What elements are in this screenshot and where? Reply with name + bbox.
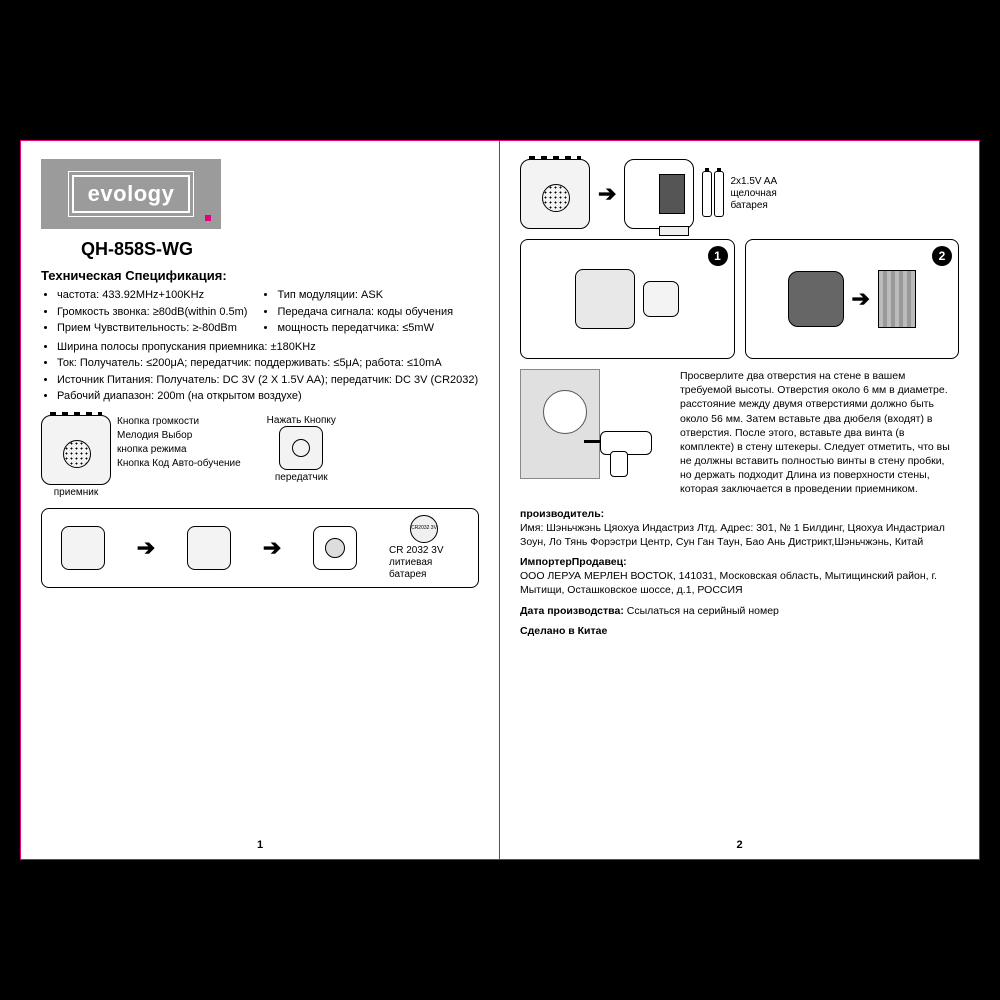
battery-slot-icon <box>325 538 345 558</box>
drill-diagram <box>520 369 670 489</box>
manufacturer-heading: производитель: <box>520 508 604 520</box>
battery-cover-icon <box>659 226 689 236</box>
coin-battery-icon: CR2032 3V <box>410 515 438 543</box>
receiver-caption: приемник <box>54 487 98 498</box>
page-2: ➔ 2x1.5V AA щелочная батарея 1 2 ➔ <box>500 140 980 860</box>
spec-list-left: частота: 433.92MHz+100KHz Громкость звон… <box>41 287 247 337</box>
spec-item: Громкость звонка: ≥80dB(within 0.5m) <box>57 304 247 321</box>
transmitter-icon <box>279 426 323 470</box>
transmitter-closed-icon <box>61 526 105 570</box>
transmitter-open-icon <box>313 526 357 570</box>
arrow-icon: ➔ <box>598 181 616 207</box>
step-1: 1 <box>520 239 735 359</box>
drill-instructions: Просверлите два отверстия на стене в ваш… <box>520 369 959 497</box>
wall-mount-icon <box>878 270 916 328</box>
step-number-icon: 1 <box>708 246 728 266</box>
page-number: 2 <box>500 839 979 851</box>
melody-label: Мелодия Выбор <box>117 429 241 443</box>
spec-heading: Техническая Спецификация: <box>41 268 479 283</box>
date-heading: Дата производства: <box>520 605 624 617</box>
drill-icon <box>600 431 670 477</box>
spec-item: частота: 433.92MHz+100KHz <box>57 287 247 304</box>
mode-label: кнопка режима <box>117 443 241 457</box>
importer-block: ИмпортерПродавец: ООО ЛЕРУА МЕРЛЕН ВОСТО… <box>520 555 959 598</box>
importer-heading: ИмпортерПродавец: <box>520 556 627 568</box>
battery-compartment-icon <box>659 174 685 214</box>
transmitter-block: Нажать Кнопку передатчик <box>267 415 336 483</box>
manufacturer-text: Имя: Шэньчжэнь Цяохуа Индастриз Лтд. Адр… <box>520 522 945 548</box>
transmitter-small-icon <box>643 281 679 317</box>
spec-item: Ширина полосы пропускания приемника: ±18… <box>57 339 479 356</box>
button-icon <box>292 439 310 457</box>
cr-battery-label: CR 2032 3V литиевая батарея <box>389 545 459 581</box>
importer-text: ООО ЛЕРУА МЕРЛЕН ВОСТОК, 141031, Московс… <box>520 570 937 596</box>
made-in: Сделано в Китае <box>520 624 959 638</box>
mount-hole-icon <box>543 390 587 434</box>
spec-list-right: Тип модуляции: ASK Передача сигнала: код… <box>261 287 453 337</box>
made-in-text: Сделано в Китае <box>520 625 607 637</box>
brand-logo: evology <box>41 159 221 229</box>
press-label: Нажать Кнопку <box>267 415 336 426</box>
aa-label: 2x1.5V AA щелочная батарея <box>730 176 800 212</box>
receiver-front-icon <box>520 159 590 229</box>
spec-item: Прием Чувствительность: ≥-80dBm <box>57 320 247 337</box>
page-number: 1 <box>21 839 499 851</box>
mounting-steps: 1 2 ➔ <box>520 239 959 359</box>
spec-item: Источник Питания: Получатель: DC 3V (2 X… <box>57 372 479 389</box>
receiver-icon <box>41 415 111 485</box>
transmitter-caption: передатчик <box>275 472 328 483</box>
spec-item: Передача сигнала: коды обучения <box>277 304 453 321</box>
model-number: QH-858S-WG <box>81 239 479 260</box>
cr2032-diagram: ➔ ➔ CR2032 3V CR 2032 3V литиевая батаре… <box>41 508 479 588</box>
manual-sheet: evology QH-858S-WG Техническая Специфика… <box>20 140 980 860</box>
volume-label: Кнопка громкости <box>117 415 241 429</box>
transmitter-opening-icon <box>187 526 231 570</box>
mount-plate-icon <box>575 269 635 329</box>
date-text: Ссылаться на серийный номер <box>627 605 779 617</box>
spec-item: Рабочий диапазон: 200m (на открытом возд… <box>57 388 479 405</box>
manufacturer-block: производитель: Имя: Шэньчжэнь Цяохуа Инд… <box>520 507 959 550</box>
date-block: Дата производства: Ссылаться на серийный… <box>520 604 959 618</box>
arrow-icon: ➔ <box>852 286 870 312</box>
spec-item: Тип модуляции: ASK <box>277 287 453 304</box>
spec-list-full: Ширина полосы пропускания приемника: ±18… <box>41 339 479 405</box>
arrow-icon: ➔ <box>137 535 155 561</box>
page-1: evology QH-858S-WG Техническая Специфика… <box>20 140 500 860</box>
brand-text: evology <box>72 175 191 213</box>
aa-battery-diagram: ➔ 2x1.5V AA щелочная батарея <box>520 159 959 229</box>
learn-label: Кнопка Код Авто-обучение <box>117 457 241 471</box>
drill-text: Просверлите два отверстия на стене в ваш… <box>680 369 959 497</box>
spec-item: мощность передатчика: ≤5mW <box>277 320 453 337</box>
step-number-icon: 2 <box>932 246 952 266</box>
transmitter-face-icon <box>788 271 844 327</box>
aa-batteries-icon <box>702 171 724 217</box>
receiver-back-icon <box>624 159 694 229</box>
wall-icon <box>520 369 600 479</box>
spec-item: Ток: Получатель: ≤200μA; передатчик: под… <box>57 355 479 372</box>
step-2: 2 ➔ <box>745 239 960 359</box>
logo-dot-icon <box>205 215 211 221</box>
receiver-callouts: приемник Кнопка громкости Мелодия Выбор … <box>41 415 479 498</box>
arrow-icon: ➔ <box>263 535 281 561</box>
spec-columns: частота: 433.92MHz+100KHz Громкость звон… <box>41 287 479 337</box>
button-labels: Кнопка громкости Мелодия Выбор кнопка ре… <box>117 415 241 471</box>
